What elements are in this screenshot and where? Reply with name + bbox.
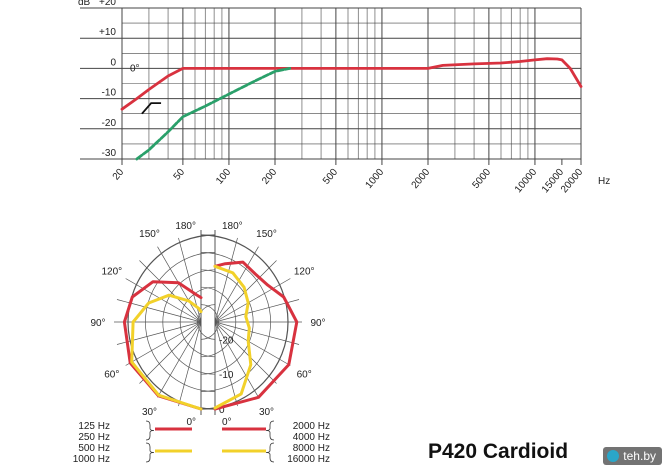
- polar-angle-label: 60°: [297, 370, 312, 381]
- polar-spoke: [214, 321, 300, 345]
- polar-angle-label: 30°: [142, 407, 157, 418]
- legend-brace: [265, 420, 275, 441]
- polar-spoke: [214, 321, 291, 366]
- x-tick-label: 20000: [559, 167, 586, 196]
- frequency-response-labels: +20 +10 0 -10 -20 -30 dB 20 50 100 200 500 1000 2000 5…: [78, 0, 610, 195]
- frequency-response-grid: [80, 7, 582, 165]
- legend-label: 2000 Hz: [293, 421, 330, 432]
- legend-brace: [145, 420, 155, 441]
- polar-spoke: [139, 260, 202, 323]
- polar-spoke: [214, 321, 238, 407]
- polar-spoke: [214, 299, 300, 323]
- polar-spoke: [214, 321, 259, 398]
- x-tick-label: 10000: [513, 167, 540, 196]
- polar-angle-label: 90°: [90, 318, 105, 329]
- y-tick-label: -10: [102, 88, 117, 99]
- polar-spoke: [125, 278, 202, 323]
- legend-brace: [145, 442, 155, 463]
- polar-angle-label: 30°: [259, 407, 274, 418]
- x-tick-label: 500: [321, 167, 340, 187]
- x-tick-label: 20: [111, 167, 127, 183]
- x-axis-unit: Hz: [598, 176, 610, 187]
- polar-spoke: [125, 321, 202, 366]
- polar-series-line: [130, 293, 203, 411]
- x-tick-label: 100: [214, 167, 233, 187]
- legend-label: 250 Hz: [78, 432, 110, 443]
- frequency-response-series: [120, 57, 583, 161]
- polar-radial-label: -10: [219, 370, 234, 381]
- x-tick-label: 2000: [410, 167, 433, 191]
- legend-brace: [265, 442, 275, 463]
- watermark-badge: teh.by: [603, 447, 662, 465]
- polar-spoke: [214, 237, 238, 323]
- angle-annotation: 0°: [130, 63, 140, 74]
- polar-angle-label: 0°: [186, 417, 196, 428]
- polar-radial-label: -20: [219, 335, 234, 346]
- response-series-line: [120, 57, 583, 111]
- polar-radial-label: 0: [219, 405, 225, 416]
- polar-angle-label: 60°: [104, 370, 119, 381]
- polar-series-line: [213, 260, 299, 411]
- legend-label: 4000 Hz: [293, 432, 330, 443]
- polar-pattern: 180° 180° 150° 150° 120° 120° 90° 90° 60° 60° 30° 3…: [90, 221, 325, 428]
- polar-angle-label: 180°: [175, 221, 196, 232]
- polar-spoke: [157, 321, 202, 398]
- polar-spoke: [214, 246, 259, 323]
- y-tick-label: +10: [99, 27, 116, 38]
- polar-spoke: [139, 321, 202, 384]
- legend-label: 16000 Hz: [287, 454, 330, 465]
- legend-label: 125 Hz: [78, 421, 110, 432]
- x-tick-label: 200: [260, 167, 279, 187]
- watermark-text: teh.by: [623, 449, 656, 463]
- y-tick-label: 0: [110, 57, 116, 68]
- legend-label: 500 Hz: [78, 443, 110, 454]
- response-series-line: [135, 67, 292, 161]
- watermark-logo-icon: [607, 450, 620, 462]
- polar-angle-label: 0°: [222, 417, 232, 428]
- polar-angle-label: 180°: [222, 221, 243, 232]
- y-tick-label: -20: [102, 118, 117, 129]
- x-tick-label: 1000: [364, 167, 387, 191]
- y-tick-label: +20: [99, 0, 116, 8]
- y-tick-label: -30: [102, 148, 117, 159]
- polar-spoke: [116, 321, 202, 345]
- x-tick-label: 5000: [470, 167, 493, 191]
- polar-angle-label: 120°: [101, 267, 122, 278]
- polar-spoke: [178, 321, 202, 407]
- y-axis-label: dB: [78, 0, 91, 8]
- low-cut-filter-icon: [141, 102, 162, 115]
- polar-series-line: [213, 264, 253, 410]
- legend-label: 1000 Hz: [73, 454, 110, 465]
- polar-angle-label: 150°: [256, 229, 277, 240]
- x-tick-label: 50: [172, 167, 188, 183]
- model-title: P420 Cardioid: [428, 440, 569, 463]
- polar-angle-label: 150°: [139, 229, 160, 240]
- polar-spoke: [214, 278, 291, 323]
- polar-angle-label: 90°: [310, 318, 325, 329]
- polar-angle-label: 120°: [294, 267, 315, 278]
- polar-spoke: [214, 321, 277, 384]
- legend-label: 8000 Hz: [293, 443, 330, 454]
